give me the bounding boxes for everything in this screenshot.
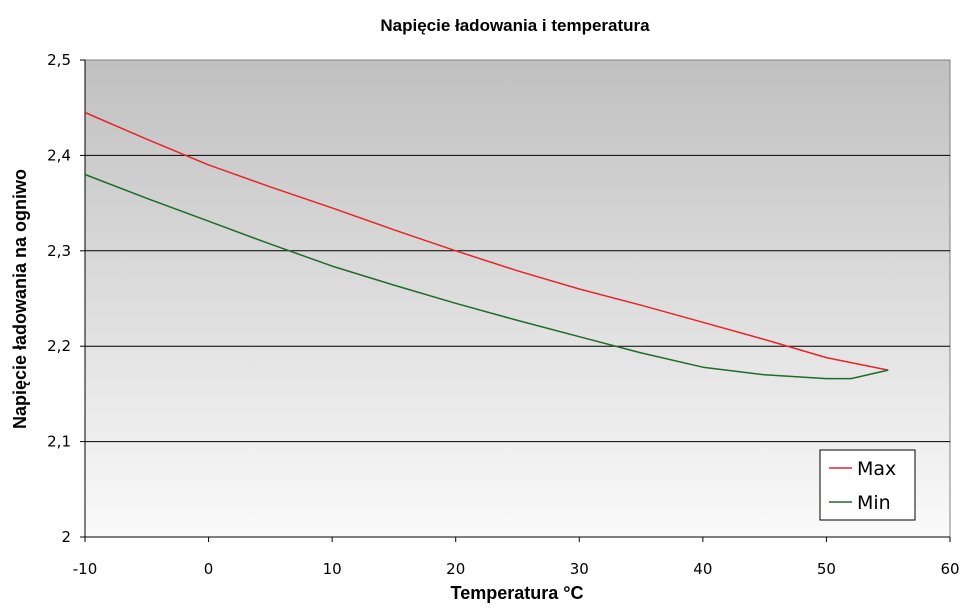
axes bbox=[80, 59, 951, 542]
legend-label-max: Max bbox=[857, 458, 896, 480]
y-tick-label: 2,1 bbox=[47, 433, 71, 451]
legend-label-min: Min bbox=[857, 492, 891, 514]
x-tick-label: 0 bbox=[204, 560, 214, 578]
x-tick-label: 40 bbox=[693, 560, 712, 578]
y-tick-label: 2,5 bbox=[47, 51, 71, 69]
x-axis-title: Temperatura °C bbox=[451, 583, 584, 603]
y-tick-labels: 2 2,1 2,2 2,3 2,4 2,5 bbox=[47, 51, 71, 546]
series-line-min bbox=[84, 173, 889, 380]
y-tick-label: 2,4 bbox=[47, 146, 71, 164]
series-line-max bbox=[84, 111, 889, 371]
series-layer bbox=[84, 111, 889, 380]
x-tick-label: 60 bbox=[940, 560, 959, 578]
plot-area bbox=[84, 59, 951, 538]
legend-box bbox=[819, 449, 916, 521]
x-tick-label: 30 bbox=[570, 560, 589, 578]
y-tick-label: 2 bbox=[61, 528, 71, 546]
x-tick-labels: -10 0 10 20 30 40 50 60 bbox=[73, 560, 960, 578]
y-axis-title: Napięcie ładowania na ogniwo bbox=[10, 169, 30, 429]
x-tick-label: 10 bbox=[323, 560, 342, 578]
chart-title: Napięcie ładowania i temperatura bbox=[380, 16, 650, 35]
x-tick-label: 50 bbox=[817, 560, 836, 578]
x-tick-label: 20 bbox=[446, 560, 465, 578]
y-tick-label: 2,2 bbox=[47, 337, 71, 355]
gridlines bbox=[85, 154, 950, 443]
legend: Max Min bbox=[819, 449, 916, 521]
y-tick-label: 2,3 bbox=[47, 242, 71, 260]
x-tick-label: -10 bbox=[73, 560, 98, 578]
